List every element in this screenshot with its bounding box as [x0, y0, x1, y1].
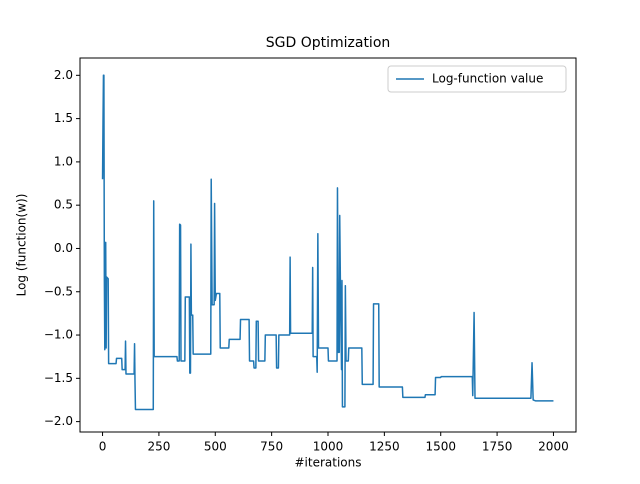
y-tick-label: −1.0 [44, 328, 73, 342]
y-tick-label: 1.5 [54, 111, 73, 125]
x-tick-label: 1250 [369, 440, 400, 454]
x-tick-label: 2000 [538, 440, 569, 454]
x-tick-label: 1000 [313, 440, 344, 454]
x-axis-label: #iterations [294, 456, 361, 470]
legend-box [387, 65, 567, 93]
plot-frame [79, 57, 577, 433]
y-tick-label: −2.0 [44, 414, 73, 428]
y-tick-label: −0.5 [44, 284, 73, 298]
y-tick-label: −1.5 [44, 371, 73, 385]
y-tick-label: 0.5 [54, 198, 73, 212]
x-tick-label: 0 [99, 440, 107, 454]
y-tick-label: 0.0 [54, 241, 73, 255]
chart-title: SGD Optimization [266, 35, 391, 51]
x-tick-label: 1500 [425, 440, 456, 454]
data-line [101, 74, 554, 411]
x-tick-label: 500 [204, 440, 227, 454]
x-tick-label: 750 [260, 440, 283, 454]
x-tick-label: 1750 [482, 440, 513, 454]
y-tick-label: 1.0 [54, 154, 73, 168]
y-tick-label: 2.0 [54, 68, 73, 82]
x-tick-label: 250 [147, 440, 170, 454]
legend-label: Log-function value [432, 72, 543, 86]
y-axis-label: Log (function(w)) [15, 194, 29, 297]
